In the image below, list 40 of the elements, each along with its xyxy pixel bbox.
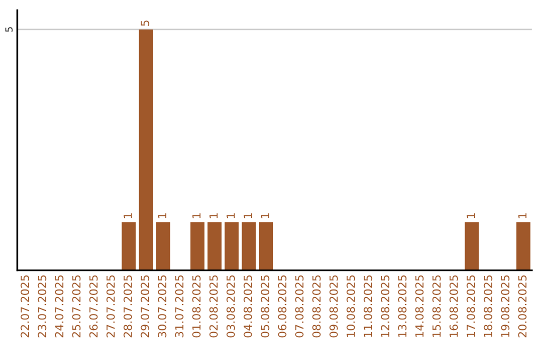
x-tick-label: 15.08.2025	[432, 275, 441, 337]
x-tick-label: 31.07.2025	[175, 275, 184, 338]
data-label: 1	[244, 213, 252, 218]
x-tick-label: 26.07.2025	[89, 275, 98, 338]
data-label: 1	[192, 213, 200, 218]
x-tick-label: 08.08.2025	[312, 275, 321, 338]
x-tick-label: 13.08.2025	[398, 275, 406, 337]
x-tick-label: 05.08.2025	[260, 275, 270, 338]
x-tick-label: 06.08.2025	[278, 275, 286, 338]
x-tick-label: 02.08.2025	[209, 275, 218, 338]
x-tick-label: 28.07.2025	[124, 275, 132, 338]
data-label: 1	[210, 213, 218, 218]
data-label: 1	[260, 213, 270, 218]
x-tick-label: 12.08.2025	[380, 275, 390, 337]
x-tick-label: 23.07.2025	[38, 275, 46, 338]
x-tick-label: 25.07.2025	[72, 275, 81, 338]
data-label: 1	[226, 213, 235, 218]
x-tick-label: 14.08.2025	[415, 275, 424, 337]
x-tick-label: 07.08.2025	[295, 275, 304, 338]
x-tick-label: 04.08.2025	[244, 275, 252, 338]
data-label: 1	[124, 213, 132, 218]
x-tick-label: 30.07.2025	[158, 275, 166, 338]
x-tick-label: 24.07.2025	[54, 275, 64, 338]
x-tick-label: 20.08.2025	[518, 275, 527, 338]
x-tick-label: 11.08.2025	[364, 275, 372, 337]
x-tick-label: 27.07.2025	[106, 275, 115, 338]
x-tick-label: 10.08.2025	[346, 275, 356, 337]
data-label: 5	[140, 20, 150, 26]
x-tick-label: 22.07.2025	[20, 275, 30, 338]
x-tick-label: 03.08.2025	[226, 275, 235, 338]
data-label: 1	[466, 213, 475, 218]
x-tick-label: 17.08.2025	[466, 275, 476, 337]
x-tick-label: 09.08.2025	[329, 275, 338, 338]
data-label: 1	[158, 213, 166, 218]
x-tick-label: 18.08.2025	[484, 275, 492, 337]
x-tick-label: 29.07.2025	[140, 275, 150, 338]
data-label: 1	[518, 213, 526, 218]
x-tick-label: 01.08.2025	[192, 275, 201, 338]
x-tick-label: 16.08.2025	[450, 275, 458, 337]
x-tick-label: 19.08.2025	[500, 275, 510, 337]
